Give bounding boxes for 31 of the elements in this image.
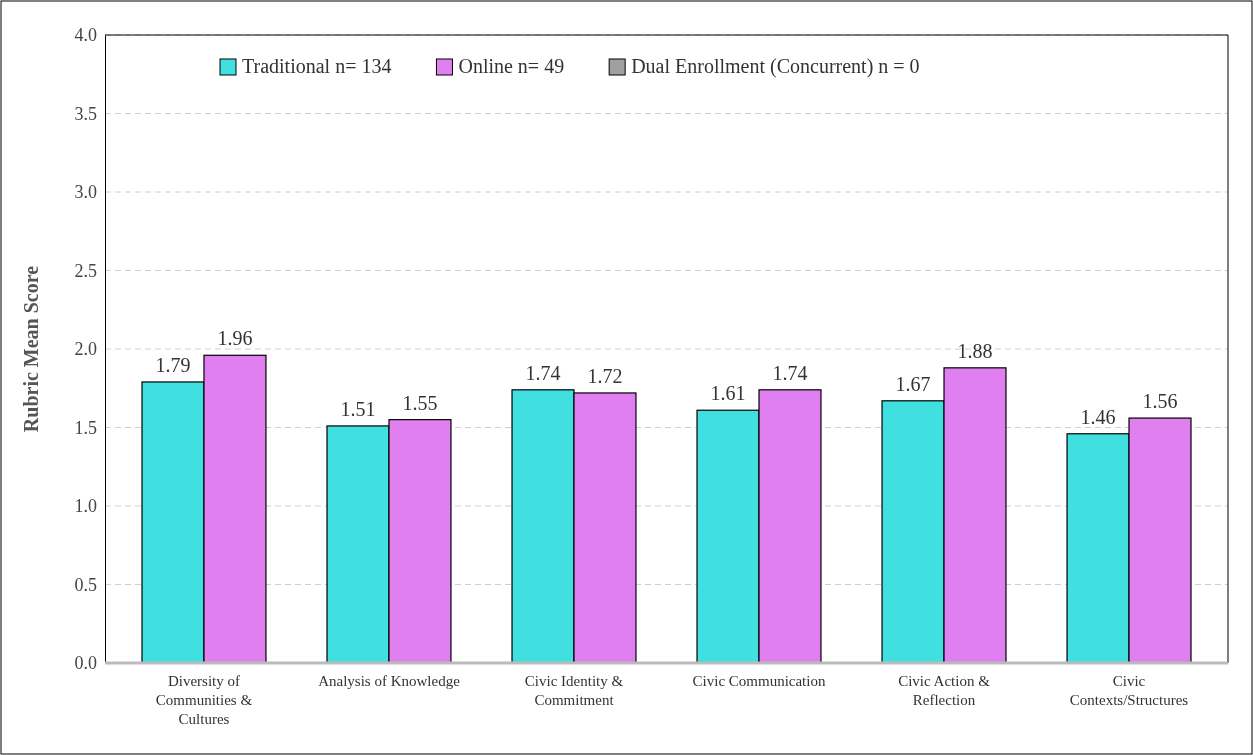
data-label: 1.88 [957, 339, 993, 362]
data-label: 1.61 [710, 382, 746, 405]
data-label: 1.96 [217, 327, 253, 350]
legend-label: Traditional n= 134 [242, 55, 392, 77]
data-label: 1.74 [772, 361, 808, 384]
y-tick-label: 0.0 [74, 653, 97, 674]
y-axis-title: Rubric Mean Score [20, 265, 42, 433]
y-tick-label: 1.0 [74, 496, 97, 517]
data-label: 1.67 [895, 372, 931, 395]
y-tick-label: 3.5 [74, 103, 97, 124]
legend-label: Online n= 49 [458, 55, 565, 77]
x-tick-label: Civic Contexts/Structures [1069, 673, 1189, 708]
y-tick-label: 2.5 [74, 260, 97, 281]
y-tick-label: 3.0 [74, 182, 97, 203]
data-label: 1.55 [402, 391, 438, 414]
y-tick-label: 1.5 [74, 417, 97, 438]
data-label: 1.79 [155, 353, 191, 376]
data-label: 1.56 [1142, 390, 1178, 413]
x-tick-label: Diversity of Communities & Cultures [155, 673, 253, 727]
data-label: 1.46 [1080, 405, 1116, 428]
y-tick-label: 2.0 [74, 339, 97, 360]
x-tick-label: Civic Communication [692, 673, 826, 689]
data-label: 1.51 [340, 397, 376, 420]
y-tick-label: 4.0 [74, 25, 97, 46]
data-label: 1.74 [525, 361, 561, 384]
x-tick-label: Civic Action & Reflection [898, 673, 991, 708]
x-tick-label: Analysis of Knowledge [318, 673, 461, 689]
legend-label: Dual Enrollment (Concurrent) n = 0 [631, 55, 920, 78]
data-label: 1.72 [587, 364, 623, 387]
y-tick-label: 0.5 [74, 574, 97, 595]
x-tick-label: Civic Identity & Commitment [524, 673, 624, 708]
